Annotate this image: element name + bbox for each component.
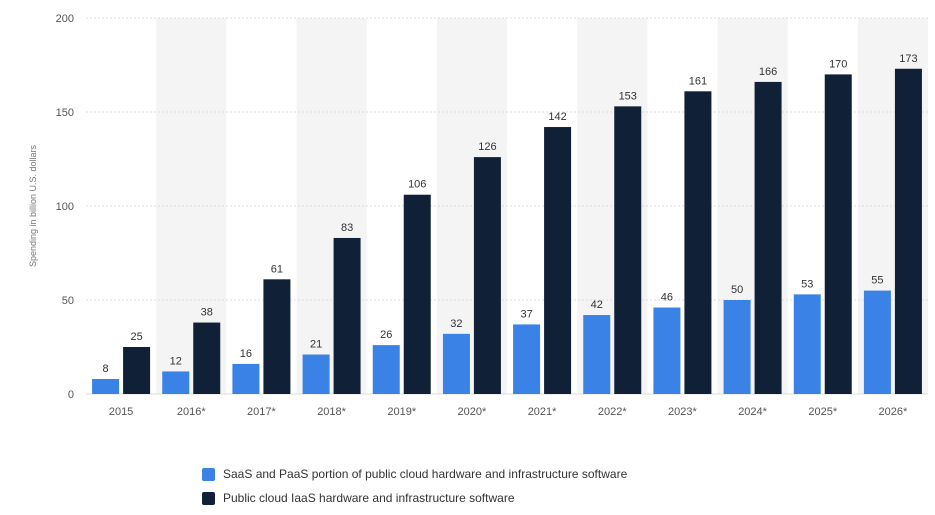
x-tick-label: 2020* (458, 406, 487, 418)
bar-iaas (193, 322, 221, 394)
bar-iaas (614, 106, 642, 395)
bar-saas-paas (302, 354, 330, 394)
y-tick-label: 200 (56, 13, 74, 25)
x-tick-label: 2023* (668, 406, 697, 418)
bar-saas-paas (653, 307, 681, 394)
bar-iaas (544, 127, 572, 394)
data-label: 53 (801, 278, 813, 290)
bar-iaas (824, 74, 852, 395)
data-label: 170 (829, 58, 847, 70)
data-label: 38 (201, 307, 213, 319)
x-tick-label: 2024* (738, 406, 767, 418)
bar-iaas (403, 194, 431, 394)
data-label: 55 (871, 275, 883, 287)
bars (92, 68, 922, 395)
legend-item-saas-paas[interactable]: SaaS and PaaS portion of public cloud ha… (202, 462, 627, 486)
x-tick-label: 2025* (808, 406, 837, 418)
x-tick-label: 2019* (387, 406, 416, 418)
bar-saas-paas (513, 324, 541, 394)
bar-saas-paas (583, 315, 611, 394)
bar-saas-paas (793, 294, 821, 394)
bar-saas-paas (723, 300, 751, 394)
x-axis-ticks: 2015 2016* 2017* 2018* 2019* 2020* 2021* 2022* 2… (109, 406, 908, 418)
data-label: 21 (310, 339, 322, 351)
bar-iaas (894, 68, 922, 394)
x-tick-label: 2021* (528, 406, 557, 418)
data-label: 153 (619, 90, 637, 102)
bar-saas-paas (442, 333, 470, 394)
data-label: 61 (271, 263, 283, 275)
data-label: 106 (408, 179, 426, 191)
gridlines (86, 17, 928, 395)
y-tick-label: 0 (68, 389, 74, 401)
data-label: 26 (380, 329, 392, 341)
data-label: 142 (548, 111, 566, 123)
chart: 8 25 12 38 16 61 21 83 26 106 32 126 37 142 42 153 46 161… (28, 13, 928, 418)
bar-iaas (263, 279, 291, 394)
data-label: 37 (520, 308, 532, 320)
legend-swatch-saas-paas (202, 467, 215, 481)
data-label: 173 (899, 53, 917, 65)
data-label: 126 (478, 141, 496, 153)
y-tick-label: 100 (56, 201, 74, 213)
data-label: 25 (130, 331, 142, 343)
data-label: 8 (103, 363, 109, 375)
y-axis-title: Spending in billion U.S. dollars (28, 144, 38, 267)
x-tick-label: 2017* (247, 406, 276, 418)
legend-label-iaas: Public cloud IaaS hardware and infrastru… (223, 491, 515, 505)
bar-iaas (473, 157, 501, 394)
legend-swatch-iaas (202, 491, 215, 505)
bar-saas-paas (863, 290, 891, 394)
y-tick-label: 50 (62, 295, 74, 307)
data-label: 32 (450, 318, 462, 330)
bar-saas-paas (372, 345, 400, 394)
y-axis-ticks: 0 50 100 150 200 (56, 13, 74, 401)
data-label: 50 (731, 284, 743, 296)
x-tick-label: 2018* (317, 406, 346, 418)
y-tick-label: 150 (56, 107, 74, 119)
legend-item-iaas[interactable]: Public cloud IaaS hardware and infrastru… (202, 486, 627, 510)
data-labels: 8 25 12 38 16 61 21 83 26 106 32 126 37 142 42 153 46 161… (103, 53, 918, 375)
data-label: 16 (240, 348, 252, 360)
data-label: 42 (591, 299, 603, 311)
legend: SaaS and PaaS portion of public cloud ha… (202, 462, 627, 510)
x-tick-label: 2022* (598, 406, 627, 418)
bar-saas-paas (162, 371, 190, 394)
data-label: 12 (170, 355, 182, 367)
bar-iaas (684, 91, 712, 394)
bar-iaas (333, 237, 361, 394)
data-label: 161 (689, 75, 707, 87)
x-tick-label: 2015 (109, 406, 133, 418)
data-label: 83 (341, 222, 353, 234)
bar-saas-paas (92, 378, 120, 394)
bar-iaas (754, 81, 782, 395)
data-label: 166 (759, 66, 777, 78)
bar-saas-paas (232, 363, 260, 394)
x-tick-label: 2026* (879, 406, 908, 418)
x-tick-label: 2016* (177, 406, 206, 418)
legend-label-saas-paas: SaaS and PaaS portion of public cloud ha… (223, 467, 628, 481)
data-label: 46 (661, 292, 673, 304)
bar-iaas (123, 347, 151, 394)
